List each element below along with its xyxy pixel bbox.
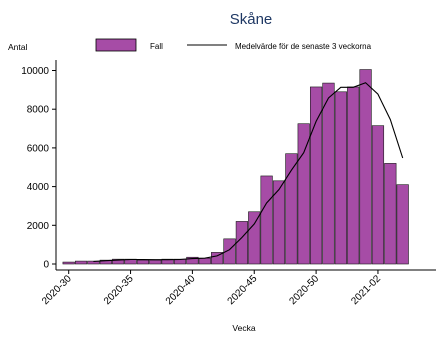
average-line — [93, 82, 404, 263]
bar — [260, 175, 273, 265]
bar — [62, 261, 75, 265]
bar — [186, 256, 199, 265]
bar — [112, 258, 125, 265]
bar — [359, 69, 372, 265]
plot-area: 0 2000 4000 6000 8000 10000 2020-30 2020-35 2020… — [21, 60, 436, 307]
x-tick-label: 2020-45 — [226, 273, 260, 307]
bar — [248, 211, 261, 265]
bar — [297, 123, 310, 265]
legend-label-average: Medelvärde för de senaste 3 veckorna — [235, 42, 372, 51]
x-axis-label: Vecka — [232, 323, 255, 333]
bar — [396, 184, 409, 265]
legend-swatch-fall — [95, 38, 137, 52]
y-tick-label: 6000 — [27, 143, 50, 154]
x-tick-label: 2020-35 — [102, 273, 136, 307]
bar — [211, 252, 224, 265]
bar — [198, 257, 211, 265]
bar — [223, 238, 236, 265]
y-tick-label: 4000 — [27, 182, 50, 193]
bar — [322, 82, 335, 265]
x-tick-label: 2020-50 — [287, 273, 321, 307]
bar — [309, 86, 323, 265]
y-tick-label: 2000 — [27, 221, 50, 232]
legend: Fall Medelvärde för de senaste 3 veckorn… — [95, 38, 372, 52]
y-axis-label: Antal — [8, 42, 27, 52]
bar — [334, 91, 347, 265]
bar — [235, 221, 248, 265]
bar — [384, 163, 397, 265]
bar — [285, 153, 298, 265]
legend-label-fall: Fall — [150, 42, 163, 51]
y-tick-label: 10000 — [21, 66, 49, 77]
bar — [149, 259, 162, 265]
bar — [272, 180, 286, 265]
bar — [371, 125, 385, 265]
y-tick-label: 0 — [43, 260, 49, 271]
bar — [347, 86, 360, 265]
x-tick-label: 2021-02 — [349, 273, 383, 307]
y-tick-label: 8000 — [27, 105, 50, 116]
chart-title: Skåne — [230, 11, 273, 28]
x-tick-label: 2020-30 — [40, 273, 74, 307]
bar — [74, 260, 88, 265]
bar — [136, 259, 150, 265]
x-tick-label: 2020-40 — [164, 273, 198, 307]
bar — [99, 259, 112, 265]
